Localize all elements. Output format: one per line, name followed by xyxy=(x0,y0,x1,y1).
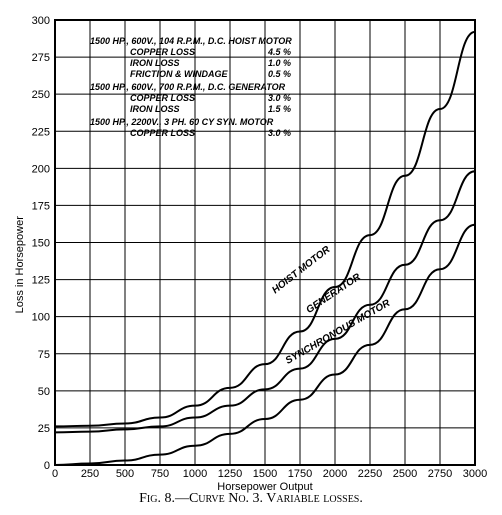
variable-losses-chart: 0250500750100012501500175020002250250027… xyxy=(10,10,492,505)
y-tick-label: 150 xyxy=(32,238,50,250)
y-tick-label: 0 xyxy=(44,460,50,472)
info-value: 3.0 % xyxy=(268,128,291,138)
y-tick-label: 250 xyxy=(32,89,50,101)
y-tick-label: 25 xyxy=(38,423,50,435)
x-tick-label: 2750 xyxy=(428,468,452,480)
info-line: FRICTION & WINDAGE xyxy=(130,69,228,79)
x-tick-label: 1250 xyxy=(218,468,242,480)
x-tick-label: 250 xyxy=(81,468,99,480)
x-tick-label: 500 xyxy=(116,468,134,480)
y-tick-label: 50 xyxy=(38,386,50,398)
y-tick-label: 200 xyxy=(32,163,50,175)
x-tick-label: 2500 xyxy=(393,468,417,480)
y-axis-label: Loss in Horsepower xyxy=(14,216,26,314)
x-tick-label: 1000 xyxy=(183,468,207,480)
info-value: 4.5 % xyxy=(267,47,291,57)
figure-caption: Fig. 8.—Curve No. 3. Variable losses. xyxy=(139,491,363,505)
x-tick-label: 1750 xyxy=(288,468,312,480)
info-value: 1.5 % xyxy=(268,104,291,114)
info-line: 1500 HP., 600V., 104 R.P.M., D.C. HOIST … xyxy=(90,36,292,46)
info-line: COPPER LOSS xyxy=(130,128,195,138)
x-tick-label: 2000 xyxy=(323,468,347,480)
chart-container: 0250500750100012501500175020002250250027… xyxy=(10,10,492,505)
info-value: 3.0 % xyxy=(268,93,291,103)
y-tick-label: 225 xyxy=(32,126,50,138)
x-tick-label: 0 xyxy=(52,468,58,480)
info-line: COPPER LOSS xyxy=(130,47,195,57)
x-tick-label: 1500 xyxy=(253,468,277,480)
x-tick-label: 750 xyxy=(151,468,169,480)
info-value: 0.5 % xyxy=(268,69,291,79)
y-tick-label: 175 xyxy=(32,200,50,212)
y-tick-label: 125 xyxy=(32,275,50,287)
x-tick-label: 3000 xyxy=(463,468,487,480)
x-tick-label: 2250 xyxy=(358,468,382,480)
info-line: 1500 HP., 600V., 700 R.P.M., D.C. GENERA… xyxy=(90,82,286,92)
info-line: COPPER LOSS xyxy=(130,93,195,103)
info-value: 1.0 % xyxy=(268,58,291,68)
info-line: IRON LOSS xyxy=(130,58,180,68)
info-line: 1500 HP., 2200V., 3 PH. 60 CY SYN. MOTOR xyxy=(90,117,274,127)
y-tick-label: 100 xyxy=(32,312,50,324)
info-line: IRON LOSS xyxy=(130,104,180,114)
y-tick-label: 275 xyxy=(32,52,50,64)
y-tick-label: 75 xyxy=(38,349,50,361)
y-tick-label: 300 xyxy=(32,15,50,27)
